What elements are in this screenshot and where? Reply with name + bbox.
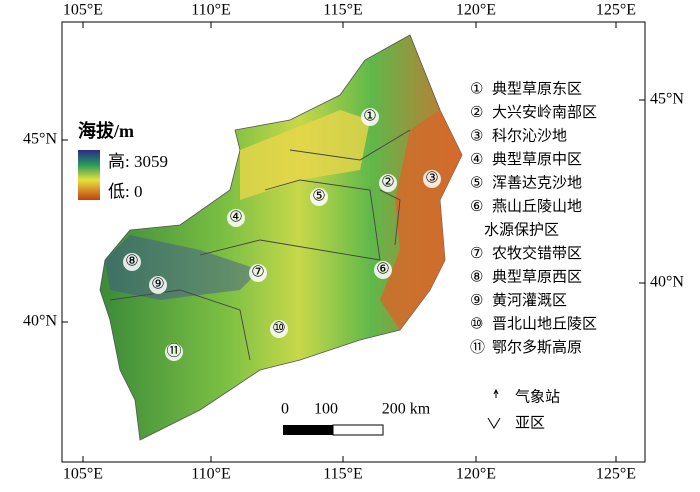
scale-label: 200 km bbox=[382, 401, 431, 418]
legend-number: ④ bbox=[470, 152, 483, 168]
legend-name: 晋北山地丘陵区 bbox=[492, 315, 597, 332]
top-tick-label: 120°E bbox=[456, 2, 496, 19]
region-marker bbox=[165, 343, 183, 361]
top-tick-label: 125°E bbox=[596, 2, 636, 19]
legend-number: ③ bbox=[470, 128, 483, 144]
region-number: ⑦ bbox=[251, 264, 264, 280]
region-number: ⑧ bbox=[125, 253, 138, 269]
region-number: ⑨ bbox=[151, 276, 164, 292]
legend-number: ⑧ bbox=[470, 269, 483, 285]
bottom-tick-label: 125°E bbox=[596, 466, 636, 483]
legend-number: ① bbox=[470, 81, 483, 97]
left-tick-label: 45°N bbox=[23, 131, 57, 148]
region-marker bbox=[227, 209, 245, 227]
legend-number: ⑥ bbox=[470, 199, 483, 215]
legend-number: ⑤ bbox=[470, 175, 483, 191]
study-area bbox=[99, 34, 463, 441]
region-number: ⑪ bbox=[166, 342, 181, 359]
scale-bar-black bbox=[283, 425, 333, 435]
region-number: ① bbox=[363, 108, 376, 124]
region-number: ③ bbox=[425, 170, 438, 186]
bottom-tick-label: 115°E bbox=[323, 466, 363, 483]
legend-name: 典型草原中区 bbox=[492, 151, 582, 168]
region-marker bbox=[149, 276, 167, 294]
region-number: ② bbox=[381, 174, 394, 190]
legend-number: ⑩ bbox=[470, 316, 483, 332]
legend-name: 典型草原东区 bbox=[492, 80, 582, 97]
right-tick-label: 45°N bbox=[650, 91, 684, 108]
region-marker bbox=[361, 108, 379, 126]
station-icon bbox=[493, 388, 499, 398]
scale-label: 100 bbox=[314, 401, 338, 418]
legend-name: 水源保护区 bbox=[484, 221, 559, 238]
region-number: ⑥ bbox=[376, 261, 389, 277]
legend-name: 燕山丘陵山地 bbox=[492, 198, 582, 215]
region-marker bbox=[123, 253, 141, 271]
legend-number: ⑪ bbox=[470, 339, 485, 356]
region-marker bbox=[374, 261, 392, 279]
legend-name: 科尔沁沙地 bbox=[492, 127, 567, 144]
right-tick-label: 40°N bbox=[650, 274, 684, 291]
bottom-tick-label: 105°E bbox=[63, 466, 103, 483]
region-number: ⑤ bbox=[312, 188, 325, 204]
region-marker bbox=[249, 264, 267, 282]
legend-name: 浑善达克沙地 bbox=[492, 174, 582, 191]
top-tick-label: 105°E bbox=[63, 2, 103, 19]
legend-number: ⑦ bbox=[470, 246, 483, 262]
legend-name: 黄河灌溉区 bbox=[492, 292, 567, 309]
bottom-tick-label: 110°E bbox=[191, 466, 231, 483]
scale-bar-white bbox=[332, 424, 384, 436]
top-tick-label: 115°E bbox=[323, 2, 363, 19]
mountain-west bbox=[105, 235, 260, 300]
scale-label: 0 bbox=[281, 401, 289, 418]
legend-high: 高: 3059 bbox=[108, 152, 168, 171]
legend-name: 典型草原西区 bbox=[492, 268, 582, 285]
top-tick-label: 110°E bbox=[191, 2, 231, 19]
highland-north bbox=[240, 110, 370, 200]
legend-name: 大兴安岭南部区 bbox=[492, 104, 597, 121]
subregion-label: 亚区 bbox=[515, 415, 545, 431]
legend-number: ② bbox=[470, 105, 483, 121]
left-tick-label: 40°N bbox=[23, 313, 57, 330]
legend-low: 低: 0 bbox=[108, 182, 142, 201]
subregion-borders bbox=[109, 129, 411, 361]
legend-number: ⑨ bbox=[470, 293, 483, 309]
elevation-ramp bbox=[78, 150, 100, 200]
graticule-ticks bbox=[62, 22, 645, 462]
bottom-tick-label: 120°E bbox=[456, 466, 496, 483]
region-marker bbox=[310, 188, 328, 206]
region-number: ④ bbox=[229, 209, 242, 225]
high-relief-east bbox=[380, 110, 462, 330]
region-marker bbox=[423, 170, 441, 188]
region-number: ⑩ bbox=[272, 320, 285, 336]
legend-name: 鄂尔多斯高原 bbox=[492, 339, 582, 356]
subregion-icon bbox=[487, 417, 501, 429]
region-marker bbox=[270, 320, 288, 338]
station-label: 气象站 bbox=[515, 388, 560, 405]
region-marker bbox=[379, 174, 397, 192]
legend-name: 农牧交错带区 bbox=[492, 244, 582, 262]
legend-title: 海拔/m bbox=[78, 120, 134, 141]
